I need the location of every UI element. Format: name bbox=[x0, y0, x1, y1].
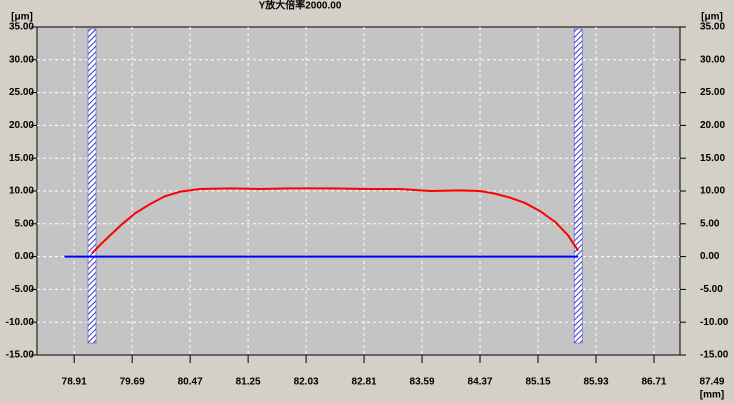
y-tick-label: 15.00 bbox=[9, 153, 34, 164]
y-tick-label: 20.00 bbox=[9, 120, 34, 131]
y-tick-label: -15.00 bbox=[6, 350, 35, 361]
y-tick-label: 30.00 bbox=[9, 54, 34, 65]
y-tick-label-right: -15.00 bbox=[700, 350, 729, 361]
y-unit-right: [μm] bbox=[701, 12, 723, 23]
y-tick-label: 5.00 bbox=[15, 218, 35, 229]
y-tick-label: -5.00 bbox=[11, 284, 34, 295]
y-tick-label: -10.00 bbox=[6, 317, 35, 328]
y-tick-label-right: 30.00 bbox=[700, 54, 725, 65]
y-tick-label-right: 5.00 bbox=[700, 218, 720, 229]
y-tick-label-right: 35.00 bbox=[700, 22, 725, 33]
y-tick-label-right: 10.00 bbox=[700, 186, 725, 197]
y-tick-label: 25.00 bbox=[9, 87, 34, 98]
chart-title: Y放大倍率2000.00 bbox=[259, 0, 342, 12]
cursor-marker bbox=[87, 28, 97, 344]
y-tick-label-right: 0.00 bbox=[700, 251, 720, 262]
x-tick-label: 85.93 bbox=[583, 377, 608, 388]
x-tick-label: 86.71 bbox=[641, 377, 666, 388]
y-tick-label-right: 25.00 bbox=[700, 87, 725, 98]
series-line bbox=[91, 187, 579, 255]
y-unit-left: [μm] bbox=[11, 12, 33, 23]
x-unit: [mm] bbox=[700, 390, 724, 401]
x-tick-label: 79.69 bbox=[120, 377, 145, 388]
y-tick-label-right: 20.00 bbox=[700, 120, 725, 131]
x-tick-label: 84.37 bbox=[468, 377, 493, 388]
cursor-marker bbox=[573, 28, 583, 344]
y-tick-label: 0.00 bbox=[15, 251, 35, 262]
x-tick-label: 83.59 bbox=[410, 377, 435, 388]
x-tick-label: 80.47 bbox=[178, 377, 203, 388]
y-tick-label: 10.00 bbox=[9, 186, 34, 197]
x-tick-label: 78.91 bbox=[62, 377, 87, 388]
x-tick-label: 81.25 bbox=[236, 377, 261, 388]
x-tick-label: 87.49 bbox=[699, 377, 724, 388]
x-tick-label: 85.15 bbox=[526, 377, 551, 388]
y-tick-label-right: -10.00 bbox=[700, 317, 729, 328]
y-tick-label: 35.00 bbox=[9, 22, 34, 33]
x-tick-label: 82.81 bbox=[352, 377, 377, 388]
y-tick-label-right: -5.00 bbox=[700, 284, 723, 295]
y-tick-label-right: 15.00 bbox=[700, 153, 725, 164]
x-tick-label: 82.03 bbox=[294, 377, 319, 388]
